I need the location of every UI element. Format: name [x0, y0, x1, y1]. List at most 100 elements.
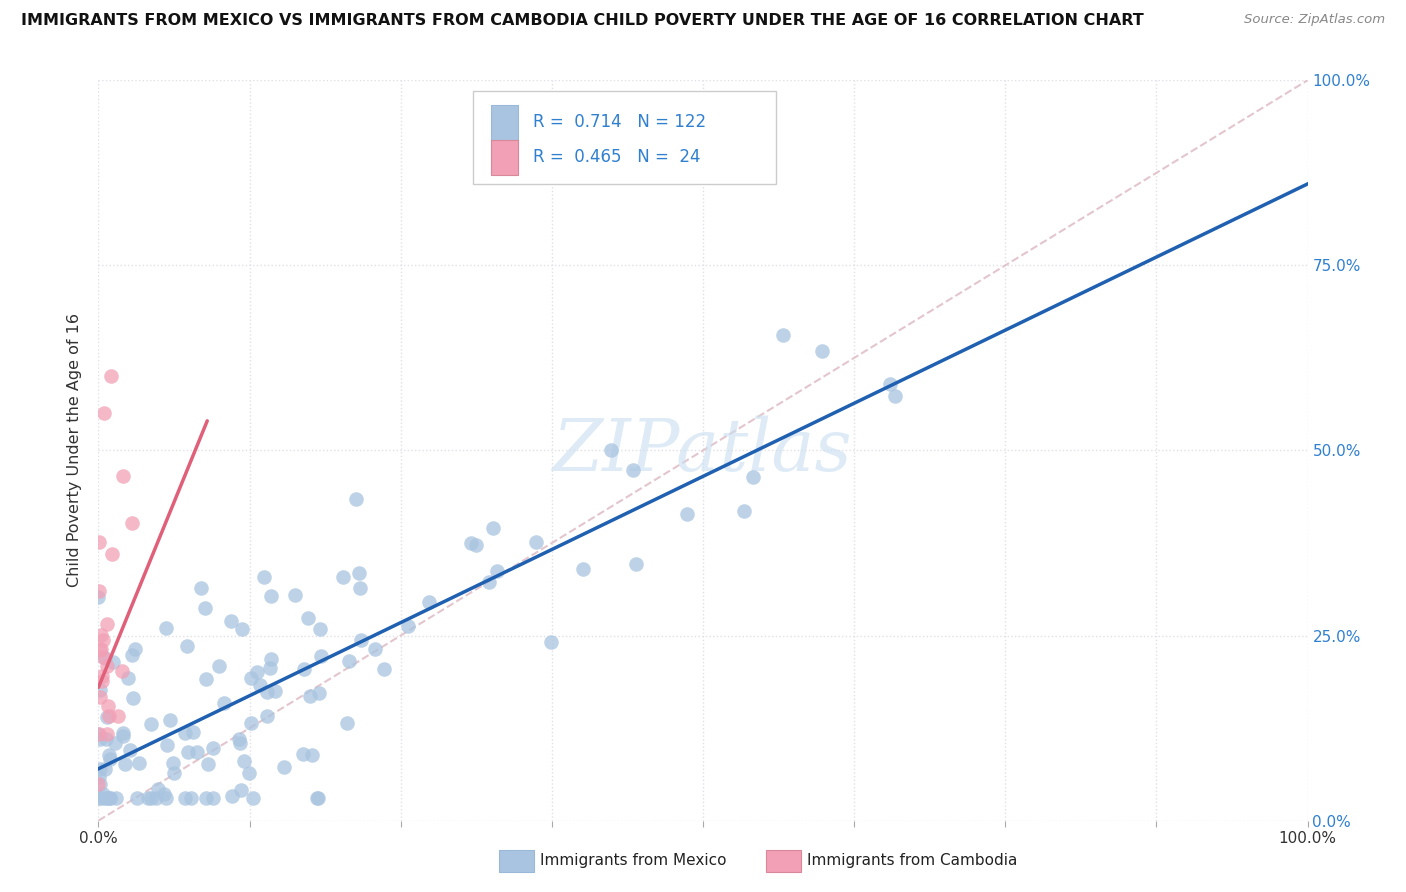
Point	[526, 535, 548, 549]
Point	[89, 642, 111, 657]
Point	[96, 659, 118, 673]
Point	[183, 724, 205, 739]
Point	[139, 791, 162, 805]
Point	[194, 600, 217, 615]
Point	[112, 729, 135, 743]
Point	[153, 787, 176, 801]
Point	[228, 732, 250, 747]
Point	[190, 582, 212, 596]
Point	[291, 747, 314, 762]
Point	[114, 757, 136, 772]
Point	[96, 617, 118, 632]
Point	[219, 614, 242, 628]
Point	[540, 635, 562, 649]
Point	[111, 726, 134, 740]
Point	[478, 575, 501, 590]
Point	[176, 745, 198, 759]
Point	[146, 782, 169, 797]
Point	[91, 673, 114, 688]
Point	[90, 668, 112, 682]
Point	[89, 643, 111, 657]
Point	[87, 727, 110, 741]
Point	[97, 699, 120, 714]
Point	[107, 709, 129, 723]
Point	[373, 662, 395, 676]
Point	[418, 595, 440, 609]
Point	[155, 791, 177, 805]
Point	[201, 740, 224, 755]
Point	[460, 535, 482, 549]
Point	[87, 776, 110, 791]
Text: IMMIGRANTS FROM MEXICO VS IMMIGRANTS FROM CAMBODIA CHILD POVERTY UNDER THE AGE O: IMMIGRANTS FROM MEXICO VS IMMIGRANTS FRO…	[21, 13, 1144, 29]
Point	[89, 762, 111, 776]
Point	[111, 664, 134, 678]
Point	[233, 754, 256, 768]
Text: R =  0.714   N = 122: R = 0.714 N = 122	[533, 113, 706, 131]
Point	[464, 538, 486, 552]
Point	[301, 747, 323, 762]
Point	[87, 590, 110, 604]
Point	[87, 791, 110, 805]
Point	[273, 760, 295, 774]
Point	[173, 791, 195, 805]
Point	[87, 726, 110, 740]
Point	[91, 633, 114, 648]
Point	[675, 508, 697, 522]
Point	[94, 731, 117, 746]
Point	[308, 622, 330, 636]
Point	[89, 682, 111, 697]
Point	[111, 469, 134, 483]
Point	[122, 690, 145, 705]
Point	[229, 736, 252, 750]
Point	[292, 662, 315, 676]
Point	[336, 716, 359, 731]
Point	[101, 548, 124, 562]
Point	[349, 581, 371, 595]
Point	[231, 622, 253, 636]
Point	[91, 650, 114, 665]
Point	[297, 611, 319, 625]
Point	[89, 732, 111, 747]
Point	[87, 583, 110, 598]
Point	[364, 642, 387, 657]
Point	[246, 665, 269, 679]
Point	[309, 648, 332, 663]
Point	[298, 689, 321, 703]
Point	[156, 738, 179, 752]
Point	[253, 570, 276, 584]
Point	[256, 685, 278, 699]
Point	[214, 696, 236, 710]
Point	[90, 628, 112, 642]
Bar	[492, 105, 517, 141]
Point	[104, 736, 127, 750]
Point	[94, 791, 117, 805]
FancyBboxPatch shape	[474, 91, 776, 184]
Point	[811, 344, 834, 359]
Point	[305, 791, 328, 805]
Point	[162, 756, 184, 770]
Point	[98, 791, 121, 805]
Point	[242, 791, 264, 805]
Point	[176, 639, 198, 653]
Point	[87, 770, 110, 784]
Point	[621, 463, 644, 477]
Point	[259, 661, 281, 675]
Point	[97, 747, 120, 762]
Point	[264, 684, 287, 698]
Point	[94, 762, 117, 776]
Point	[482, 521, 505, 535]
Point	[162, 766, 184, 780]
Text: Immigrants from Mexico: Immigrants from Mexico	[540, 854, 727, 868]
Point	[117, 671, 139, 685]
Point	[208, 659, 231, 673]
Point	[121, 648, 143, 663]
Point	[350, 633, 373, 648]
Point	[96, 726, 118, 740]
Point	[100, 752, 122, 766]
Point	[284, 588, 307, 602]
Point	[155, 621, 177, 635]
Point	[202, 791, 225, 805]
Point	[260, 590, 283, 604]
Point	[127, 791, 149, 805]
Text: ZIPatlas: ZIPatlas	[553, 415, 853, 486]
